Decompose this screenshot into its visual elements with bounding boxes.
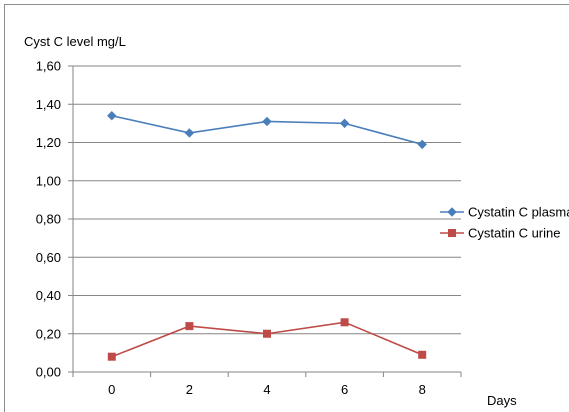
- y-tick-label: 1,60: [36, 59, 61, 74]
- data-point: [107, 352, 116, 361]
- y-tick-label: 0,00: [36, 365, 61, 380]
- legend-marker: [448, 229, 456, 237]
- gridlines: [73, 65, 461, 335]
- legend-marker: [447, 207, 457, 217]
- series-group: [107, 111, 427, 361]
- chart-frame: [4, 4, 569, 412]
- x-tick-label: 6: [341, 382, 348, 397]
- y-tick-label: 0,20: [36, 326, 61, 341]
- data-point: [107, 111, 117, 121]
- data-point: [417, 139, 427, 150]
- y-tick-label: 0,60: [36, 250, 61, 265]
- legend: Cystatin C plasma Cystatin C urine: [440, 205, 569, 241]
- y-tick-label: 0,40: [36, 288, 61, 303]
- y-tick-label: 0,80: [36, 212, 61, 227]
- x-tick-label: 4: [263, 382, 270, 397]
- legend-label: Cystatin C urine: [468, 226, 560, 241]
- x-tick-label: 2: [186, 382, 193, 397]
- legend-label: Cystatin C plasma: [468, 205, 569, 220]
- axes: 0,00 0,20 0,40 0,60 0,80 1,00 1,20 1,40 1,60 0 2 4 6…: [36, 59, 462, 397]
- y-tick-label: 1,00: [36, 173, 61, 188]
- data-point: [263, 329, 271, 338]
- y-axis-title: Cyst C level mg/L: [24, 34, 126, 49]
- data-point: [262, 116, 272, 127]
- data-point: [185, 322, 194, 331]
- x-tick-label: 8: [419, 382, 426, 397]
- data-point: [418, 350, 427, 359]
- data-point: [339, 118, 350, 129]
- data-point: [184, 128, 195, 138]
- y-tick-label: 1,20: [36, 135, 61, 150]
- x-axis-title: Days: [487, 393, 517, 408]
- x-tick-label: 0: [108, 382, 115, 397]
- series-line: [111, 321, 423, 358]
- y-tick-label: 1,40: [36, 97, 61, 112]
- data-point: [340, 318, 349, 327]
